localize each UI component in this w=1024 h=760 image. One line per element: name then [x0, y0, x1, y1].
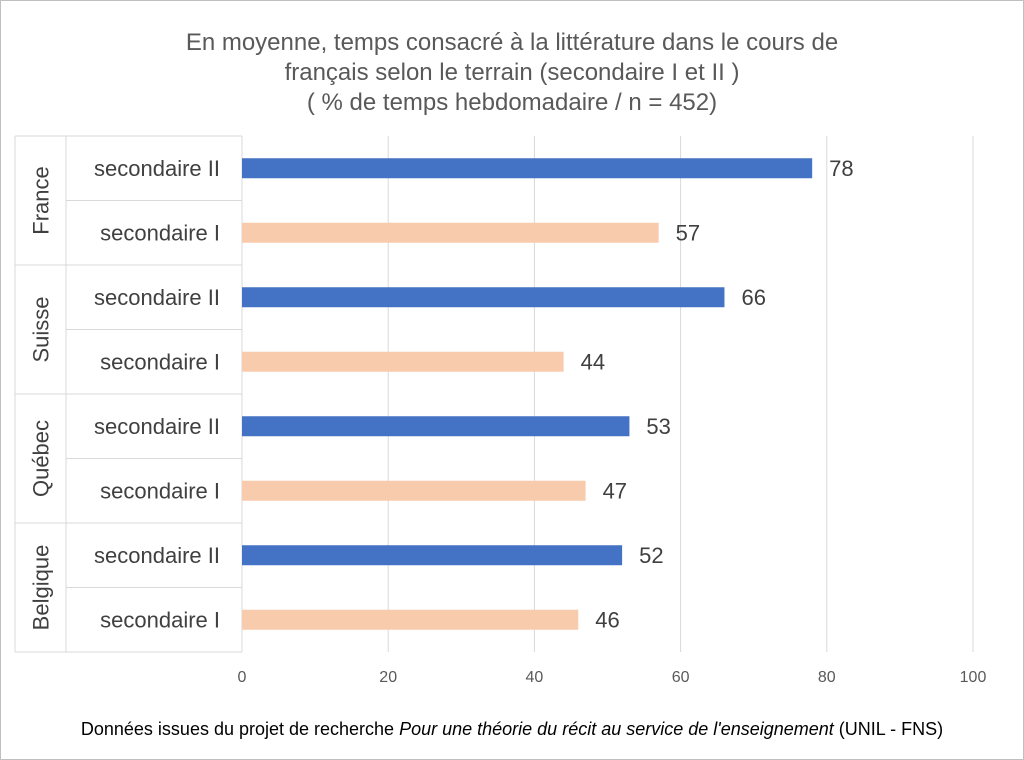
x-tick-label-80: 80 [818, 669, 836, 686]
footnote-italic: Pour une théorie du récit au service de … [399, 719, 834, 739]
x-tick-label-100: 100 [960, 669, 987, 686]
bar-belgique-secondaire-i [242, 609, 579, 630]
subcategory-label: secondaire I [100, 220, 220, 245]
x-tick-label-40: 40 [526, 669, 544, 686]
subcategory-label: secondaire II [94, 543, 220, 568]
chart-title-line-3: ( % de temps hebdomadaire / n = 452) [306, 89, 718, 116]
x-tick-label-0: 0 [238, 669, 247, 686]
subcategory-label: secondaire II [94, 156, 220, 181]
bar-québec-secondaire-ii [242, 416, 630, 437]
x-tick-label-60: 60 [672, 669, 690, 686]
subcategory-label: secondaire II [94, 414, 220, 439]
bar-suisse-secondaire-i [242, 351, 564, 372]
footnote-prefix: Données issues du projet de recherche [80, 719, 400, 739]
data-label: 57 [676, 220, 700, 245]
data-label: 44 [581, 349, 605, 374]
bar-belgique-secondaire-ii [242, 545, 623, 566]
bar-france-secondaire-i [242, 222, 659, 243]
data-label: 78 [829, 156, 853, 181]
data-label: 46 [595, 607, 619, 632]
bar-france-secondaire-ii [242, 158, 813, 179]
bar-québec-secondaire-i [242, 480, 586, 501]
bar-suisse-secondaire-ii [242, 287, 725, 308]
subcategory-label: secondaire I [100, 349, 220, 374]
x-tick-label-20: 20 [379, 669, 397, 686]
data-label: 53 [646, 414, 670, 439]
footnote: Données issues du projet de recherche Po… [0, 719, 1024, 740]
group-label-france: France [29, 166, 54, 234]
subcategory-label: secondaire I [100, 607, 220, 632]
data-label: 47 [603, 478, 627, 503]
footnote-suffix: (UNIL - FNS) [833, 719, 944, 739]
group-label-belgique: Belgique [29, 545, 54, 631]
data-label: 66 [741, 285, 765, 310]
subcategory-label: secondaire I [100, 478, 220, 503]
data-label: 52 [639, 543, 663, 568]
group-label-québec: Québec [29, 420, 54, 497]
subcategory-label: secondaire II [94, 285, 220, 310]
chart-title-line-2: français selon le terrain (secondaire I … [284, 59, 740, 86]
group-label-suisse: Suisse [29, 296, 54, 362]
chart-title-line-1: En moyenne, temps consacré à la littérat… [185, 29, 839, 56]
